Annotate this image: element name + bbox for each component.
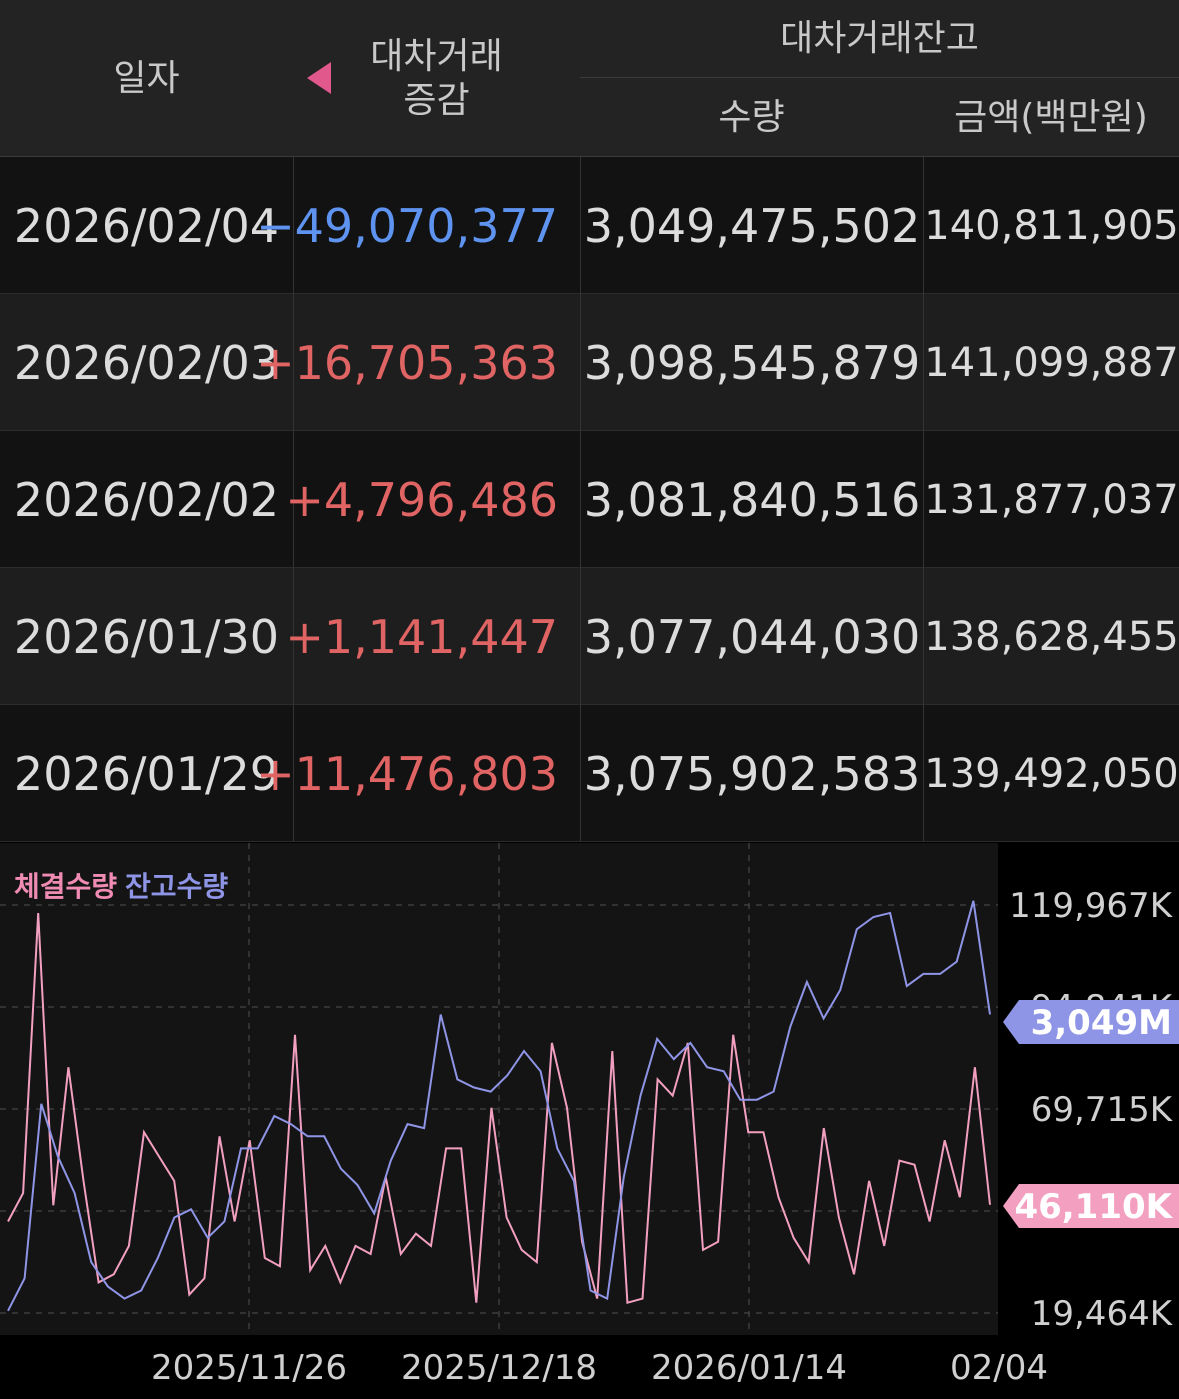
row-quantity: 3,049,475,502 [580,157,923,294]
badge-balance-label: 3,049M [1031,1003,1172,1043]
x-tick-label: 02/04 [950,1348,1048,1388]
row-change: +4,796,486 [285,431,580,568]
row-change: +11,476,803 [256,705,580,842]
row-date: 2026/01/29 [13,746,280,801]
row-date: 2026/01/30 [13,609,280,664]
row-amount: 141,099,887 [923,294,1179,431]
x-tick-label: 2025/12/18 [401,1348,597,1388]
row-date: 2026/02/02 [13,472,280,527]
y-tick-label: 19,464K [1031,1294,1174,1334]
badge-balance-shape [1003,1000,1179,1044]
row-quantity: 3,075,902,583 [580,705,923,842]
y-tick-label: 69,715K [1031,1090,1174,1130]
table-row[interactable]: 2026/02/03 +16,705,363 3,098,545,879 141… [0,294,1179,431]
row-amount: 140,811,905 [923,157,1179,294]
table-row[interactable]: 2026/01/29 +11,476,803 3,075,902,583 139… [0,705,1179,842]
chart-legend: 체결수량 잔고수량 [14,865,228,905]
chart-canvas[interactable]: 119,967K94,841K69,715K19,464K3,049M46,11… [0,843,1179,1399]
legend-trade-volume: 체결수량 [14,870,118,903]
header-change[interactable]: 대차거래 증감 [293,0,580,157]
row-quantity: 3,098,545,879 [580,294,923,431]
row-quantity: 3,081,840,516 [580,431,923,568]
legend-balance-volume: 잔고수량 [125,870,229,903]
table-row[interactable]: 2026/02/02 +4,796,486 3,081,840,516 131,… [0,431,1179,568]
row-change: +16,705,363 [256,294,580,431]
volume-chart[interactable]: 119,967K94,841K69,715K19,464K3,049M46,11… [0,843,1179,1399]
table-body: 2026/02/04 −49,070,377 3,049,475,502 140… [0,157,1179,842]
row-change: −49,070,377 [256,157,580,294]
badge-volume-shape [1003,1184,1179,1228]
row-quantity: 3,077,044,030 [580,568,923,705]
x-tick-label: 2026/01/14 [651,1348,847,1388]
row-date: 2026/02/04 [13,198,280,253]
table-row[interactable]: 2026/02/04 −49,070,377 3,049,475,502 140… [0,157,1179,294]
row-date: 2026/02/03 [13,335,280,390]
row-change: +1,141,447 [285,568,580,705]
row-amount: 131,877,037 [923,431,1179,568]
y-tick-label: 119,967K [1009,886,1174,926]
sort-arrow-icon[interactable] [307,62,331,94]
badge-volume-label: 46,110K [1014,1187,1173,1227]
header-balance: 대차거래잔고 [580,0,1179,78]
header-date[interactable]: 일자 [113,57,180,99]
row-amount: 139,492,050 [923,705,1179,842]
header-change-line2: 증감 [403,79,470,121]
table-header: 일자 대차거래 증감 대차거래잔고 수량 금액(백만원) [0,0,1179,157]
row-amount: 138,628,455 [923,568,1179,705]
table-row[interactable]: 2026/01/30 +1,141,447 3,077,044,030 138,… [0,568,1179,705]
x-tick-label: 2025/11/26 [151,1348,347,1388]
series-line-trade-volume [7,912,991,1304]
header-change-line1: 대차거래 [370,35,503,77]
header-quantity[interactable]: 수량 [718,96,785,138]
series-line-balance-volume [7,900,991,1312]
header-amount[interactable]: 금액(백만원) [954,96,1148,138]
